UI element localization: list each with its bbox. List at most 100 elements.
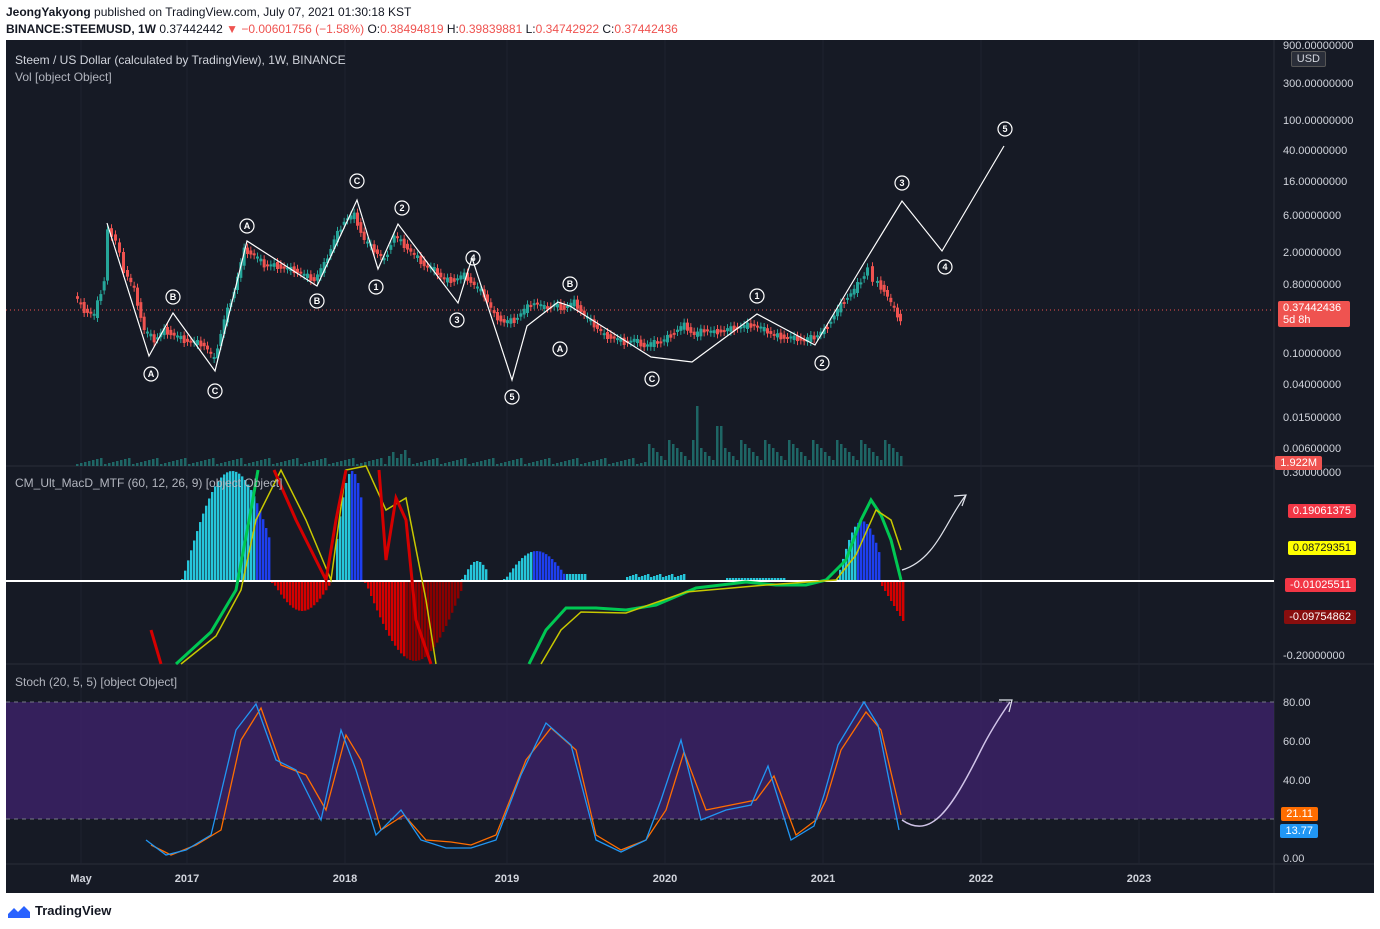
volume-bar xyxy=(304,463,307,466)
macd-hist-bar xyxy=(762,578,765,581)
stoch-projection-arrow[interactable] xyxy=(901,701,1011,827)
price-axis[interactable]: 900.00000000 300.00000000 100.00000000 40.0… xyxy=(1283,40,1353,455)
currency-badge[interactable]: USD xyxy=(1290,51,1326,67)
macd-hist-bar xyxy=(250,490,253,581)
macd-axis[interactable]: 0.30000000 -0.20000000 xyxy=(1283,467,1345,662)
macd-hist-bar xyxy=(205,505,208,581)
candle-body xyxy=(702,329,706,333)
candle-body xyxy=(776,333,779,338)
candle-body xyxy=(509,318,513,324)
volume-bar xyxy=(316,460,319,466)
macd-hist-bar xyxy=(512,568,515,581)
candle-body xyxy=(466,272,469,281)
candle-body xyxy=(709,330,713,333)
candle-body xyxy=(366,241,369,244)
macd-hist-bar xyxy=(896,581,899,611)
candle-body xyxy=(632,338,636,342)
macd-hist-bar xyxy=(313,581,316,606)
volume-bar xyxy=(504,462,507,466)
candle-body xyxy=(559,303,563,310)
stoch-axis-label: 40.00 xyxy=(1283,775,1311,787)
volume-bar xyxy=(704,452,707,466)
macd-hist-bar xyxy=(479,561,482,581)
macd-hist-bar xyxy=(241,476,244,581)
macd-hist-bar xyxy=(869,528,872,581)
macd-hist-bar xyxy=(208,498,211,581)
candle-body xyxy=(679,326,683,331)
candle-body xyxy=(312,277,316,282)
volume-bar xyxy=(712,460,715,466)
candle-body xyxy=(99,294,103,301)
time-axis-label: 2019 xyxy=(495,873,519,885)
candle-body xyxy=(189,340,193,343)
volume-bar xyxy=(580,464,583,466)
volume-bar xyxy=(388,456,391,466)
macd-hist-bar xyxy=(890,581,893,601)
wave-label-circle xyxy=(394,200,410,216)
time-axis[interactable]: May 2017 2018 2019 2020 2021 2022 2023 xyxy=(70,873,1151,885)
volume-bar xyxy=(540,460,543,466)
candle-body xyxy=(259,258,263,262)
macd-hist-bar xyxy=(319,581,322,599)
stoch-axis[interactable]: 80.00 60.00 40.00 0.00 xyxy=(1283,697,1311,865)
macd-hist-bar xyxy=(289,581,292,606)
macd-hist-bar xyxy=(235,471,238,581)
price-axis-label: 6.00000000 xyxy=(1283,210,1341,222)
volume-bar xyxy=(208,459,211,466)
volume-bar xyxy=(84,462,87,466)
macd-hist-bar xyxy=(409,581,412,661)
chart-canvas[interactable]: A B C A B C 1 2 3 4 5 A B C 1 2 3 4 5 900.00000000 300.0000… xyxy=(6,40,1374,893)
macd-hist-bar xyxy=(735,578,738,581)
macd-hist-bar xyxy=(575,574,578,581)
macd-hist-bar xyxy=(759,578,762,581)
candle-body xyxy=(242,247,246,266)
volume-bar xyxy=(848,452,851,466)
open-label: O: xyxy=(367,22,381,36)
candle-body xyxy=(212,357,216,359)
macd-hist-bar xyxy=(756,578,759,581)
candle-body xyxy=(379,253,383,257)
candle-body xyxy=(246,247,249,255)
author-name[interactable]: JeongYakyong xyxy=(6,5,91,19)
time-axis-label: 2023 xyxy=(1127,873,1151,885)
macd-hist-bar xyxy=(199,522,202,581)
tradingview-logo[interactable]: TradingView xyxy=(8,903,111,918)
macd-hist-bar xyxy=(650,577,653,581)
macd-hist-bar xyxy=(214,486,217,581)
macd-hist-bar xyxy=(524,555,527,581)
candle-body xyxy=(562,305,566,310)
candle-body xyxy=(322,262,326,273)
candle-body xyxy=(142,316,146,330)
candle-body xyxy=(746,322,749,329)
elliott-wave-path[interactable] xyxy=(106,145,1005,383)
macd-line-green xyxy=(174,469,260,666)
macd-hist-bar xyxy=(220,477,223,581)
volume-bar xyxy=(880,460,883,466)
volume-bar xyxy=(636,464,639,466)
volume-bar xyxy=(512,460,515,466)
macd-hist-bar xyxy=(336,538,339,581)
macd-hist-bar xyxy=(674,577,677,581)
macd-hist-bar xyxy=(217,481,220,581)
chart-area[interactable]: A B C A B C 1 2 3 4 5 A B C 1 2 3 4 5 900.00000000 300.0000… xyxy=(6,40,1374,893)
candle-body xyxy=(829,321,833,324)
volume-bar xyxy=(516,459,519,466)
stoch-axis-label: 0.00 xyxy=(1283,853,1304,865)
volume-bar xyxy=(460,459,463,466)
macd-hist-bar xyxy=(551,559,554,581)
candle-body xyxy=(512,317,516,323)
macd-hist-bar xyxy=(578,574,581,581)
macd-hist-bar xyxy=(884,581,887,591)
candle-body xyxy=(89,311,93,314)
macd-hist-bar xyxy=(536,551,539,581)
macd-projection-arrow[interactable] xyxy=(901,494,967,571)
macd-hist-bar xyxy=(635,574,638,581)
wave-label-circle xyxy=(165,289,181,305)
volume-bar xyxy=(356,464,359,466)
candle-body xyxy=(442,277,446,280)
volume-bar xyxy=(412,464,415,466)
candle-body xyxy=(699,328,703,337)
volume-bar xyxy=(788,440,791,466)
macd-hist-bar xyxy=(542,552,545,581)
macd-hist-bar xyxy=(732,578,735,581)
